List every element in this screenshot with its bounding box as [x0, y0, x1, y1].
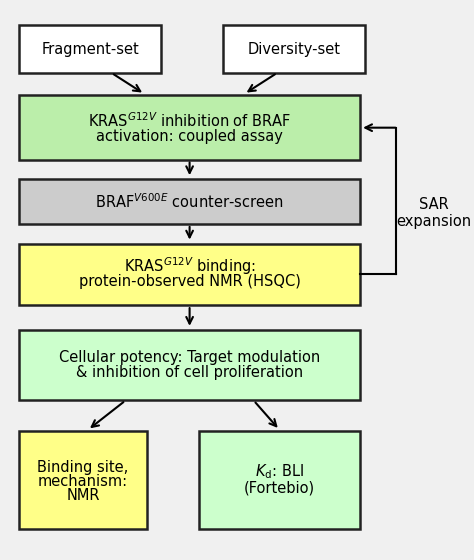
Text: BRAF$^{V600E}$ counter-screen: BRAF$^{V600E}$ counter-screen [95, 192, 284, 211]
FancyBboxPatch shape [199, 431, 360, 529]
Text: protein-observed NMR (HSQC): protein-observed NMR (HSQC) [79, 274, 301, 289]
FancyBboxPatch shape [19, 95, 360, 160]
Text: SAR
expansion: SAR expansion [396, 197, 471, 229]
Text: Diversity-set: Diversity-set [247, 42, 340, 57]
Text: & inhibition of cell proliferation: & inhibition of cell proliferation [76, 365, 303, 380]
Text: KRAS$^{G12V}$ binding:: KRAS$^{G12V}$ binding: [124, 256, 255, 277]
Text: Binding site,: Binding site, [37, 460, 128, 475]
Text: mechanism:: mechanism: [38, 474, 128, 489]
FancyBboxPatch shape [223, 25, 365, 73]
FancyBboxPatch shape [19, 25, 161, 73]
Text: Cellular potency: Target modulation: Cellular potency: Target modulation [59, 350, 320, 365]
Text: NMR: NMR [66, 488, 100, 503]
Text: KRAS$^{G12V}$ inhibition of BRAF: KRAS$^{G12V}$ inhibition of BRAF [88, 111, 291, 130]
FancyBboxPatch shape [19, 431, 147, 529]
Text: activation: coupled assay: activation: coupled assay [96, 129, 283, 144]
Text: Fragment-set: Fragment-set [41, 42, 139, 57]
FancyBboxPatch shape [19, 179, 360, 224]
FancyBboxPatch shape [19, 330, 360, 400]
Text: $\mathit{K}_\mathregular{d}$: BLI: $\mathit{K}_\mathregular{d}$: BLI [255, 462, 304, 481]
Text: (Fortebio): (Fortebio) [244, 481, 315, 496]
FancyBboxPatch shape [19, 244, 360, 305]
